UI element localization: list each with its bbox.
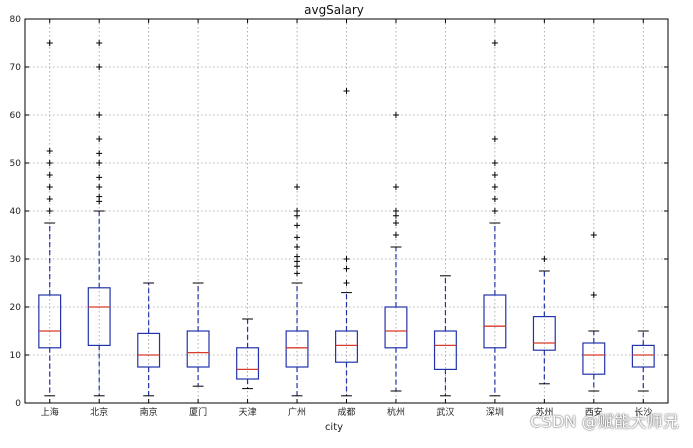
x-tick-label: 西安 — [585, 406, 603, 418]
x-tick-label: 天津 — [239, 407, 257, 418]
x-tick-label: 南京 — [140, 406, 158, 418]
box-group — [483, 40, 507, 397]
outlier-marker — [96, 136, 103, 142]
y-tick-label: 60 — [10, 111, 22, 121]
outlier-marker — [294, 253, 301, 260]
x-tick-label: 上海 — [41, 406, 59, 418]
outlier-marker — [96, 64, 103, 70]
outlier-marker — [294, 234, 301, 241]
box-iqr — [631, 344, 655, 368]
box-iqr — [582, 342, 606, 375]
outlier-marker — [343, 265, 350, 272]
box-iqr — [87, 287, 111, 346]
outlier-marker — [491, 172, 498, 178]
y-tick-label: 10 — [10, 351, 22, 361]
y-tick-label: 0 — [15, 399, 21, 409]
outlier-marker — [46, 184, 53, 190]
outlier-marker — [392, 184, 399, 190]
outlier-marker — [46, 172, 53, 178]
y-tick-label: 40 — [10, 207, 22, 217]
outlier-marker — [294, 244, 301, 250]
outlier-marker — [294, 270, 301, 277]
outlier-marker — [392, 112, 399, 118]
outlier-marker — [96, 184, 103, 190]
outlier-marker — [343, 88, 350, 94]
x-axis-label: city — [325, 422, 343, 433]
y-tick-label: 80 — [10, 15, 22, 25]
x-tick-label: 广州 — [288, 406, 306, 418]
outlier-marker — [96, 112, 103, 118]
outlier-marker — [46, 196, 53, 202]
outlier-marker — [491, 184, 498, 190]
outlier-marker — [46, 148, 53, 154]
x-tick-label: 杭州 — [387, 406, 405, 418]
outlier-marker — [96, 174, 103, 181]
y-tick-label: 30 — [10, 255, 22, 265]
outlier-marker — [294, 208, 301, 214]
box-group — [631, 330, 655, 392]
outlier-marker — [294, 184, 301, 190]
outlier-marker — [343, 280, 350, 286]
outlier-marker — [343, 256, 350, 262]
gridlines — [25, 19, 668, 403]
boxes-layer — [38, 40, 655, 397]
outlier-marker — [46, 40, 53, 46]
box-iqr — [384, 306, 408, 349]
x-tick-label: 成都 — [337, 406, 355, 418]
box-iqr — [532, 316, 556, 351]
box-iqr — [483, 294, 507, 349]
x-tick-label: 长沙 — [634, 406, 652, 418]
box-iqr — [186, 330, 210, 368]
box-group — [285, 184, 309, 397]
outlier-marker — [392, 220, 399, 226]
outlier-marker — [96, 160, 103, 166]
outlier-marker — [392, 208, 399, 214]
y-tick-label: 50 — [10, 159, 22, 169]
outlier-marker — [590, 292, 597, 298]
box-group — [186, 282, 210, 387]
y-tick-label: 70 — [10, 63, 22, 73]
box-iqr — [236, 347, 260, 380]
outlier-marker — [46, 208, 53, 214]
outlier-marker — [96, 193, 103, 200]
box-group — [236, 318, 260, 390]
box-group — [335, 88, 358, 397]
outlier-marker — [96, 150, 103, 157]
outlier-marker — [96, 40, 103, 46]
x-tick-label: 厦门 — [189, 406, 207, 418]
outlier-marker — [491, 160, 498, 166]
x-tick-label: 武汉 — [436, 406, 454, 418]
box-iqr — [38, 294, 62, 349]
x-tick-label: 苏州 — [535, 406, 553, 418]
box-group — [38, 40, 62, 397]
box-iqr — [285, 330, 309, 368]
box-group — [87, 40, 111, 397]
box-group — [433, 275, 457, 397]
box-group — [384, 112, 408, 392]
plot-frame — [24, 18, 669, 404]
box-group — [137, 282, 161, 397]
outlier-marker — [46, 160, 53, 166]
outlier-marker — [491, 196, 498, 202]
axes-layer: 0 10 20 30 40 50 60 70 80 上海 北京 南京 厦门 天津 广州 成都 杭州 武汉 深圳 苏州 西… — [10, 15, 668, 418]
box-iqr — [433, 330, 457, 371]
x-tick-label: 深圳 — [486, 407, 504, 418]
outlier-marker — [392, 232, 399, 238]
box-group — [532, 256, 556, 385]
x-tick-label: 北京 — [90, 406, 108, 418]
box-iqr — [335, 330, 358, 363]
outlier-marker — [294, 222, 301, 229]
watermark: CSDN @赋能大师兄 — [530, 412, 679, 431]
outlier-marker — [590, 232, 597, 238]
chart-title: avgSalary — [304, 3, 364, 17]
outlier-marker — [491, 136, 498, 142]
outlier-marker — [491, 208, 498, 214]
box-group — [582, 232, 606, 392]
y-tick-label: 20 — [10, 303, 22, 313]
outlier-marker — [541, 256, 548, 262]
box-iqr — [137, 332, 161, 368]
outlier-marker — [491, 40, 498, 46]
